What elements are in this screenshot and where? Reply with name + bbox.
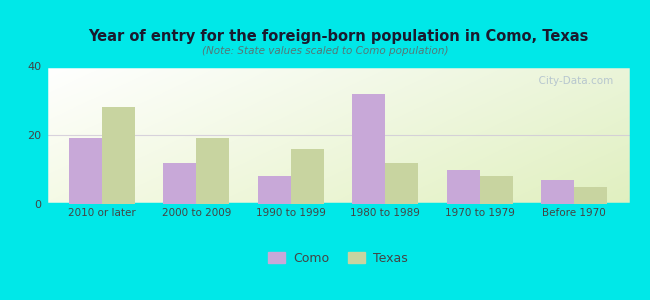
Bar [163,163,196,204]
Bar [291,149,324,204]
Bar [258,176,291,204]
Legend: Como, Texas: Como, Texas [263,247,413,269]
Title: Year of entry for the foreign-born population in Como, Texas: Year of entry for the foreign-born popul… [88,29,588,44]
Bar [196,138,229,204]
Text: (Note: State values scaled to Como population): (Note: State values scaled to Como popul… [202,46,448,56]
Bar [541,180,574,204]
Bar [385,163,418,204]
Bar [69,138,102,204]
Bar [574,187,607,204]
Text: City-Data.com: City-Data.com [532,76,613,86]
Bar [102,107,135,204]
Bar [352,94,385,204]
Bar [447,169,480,204]
Bar [480,176,513,204]
